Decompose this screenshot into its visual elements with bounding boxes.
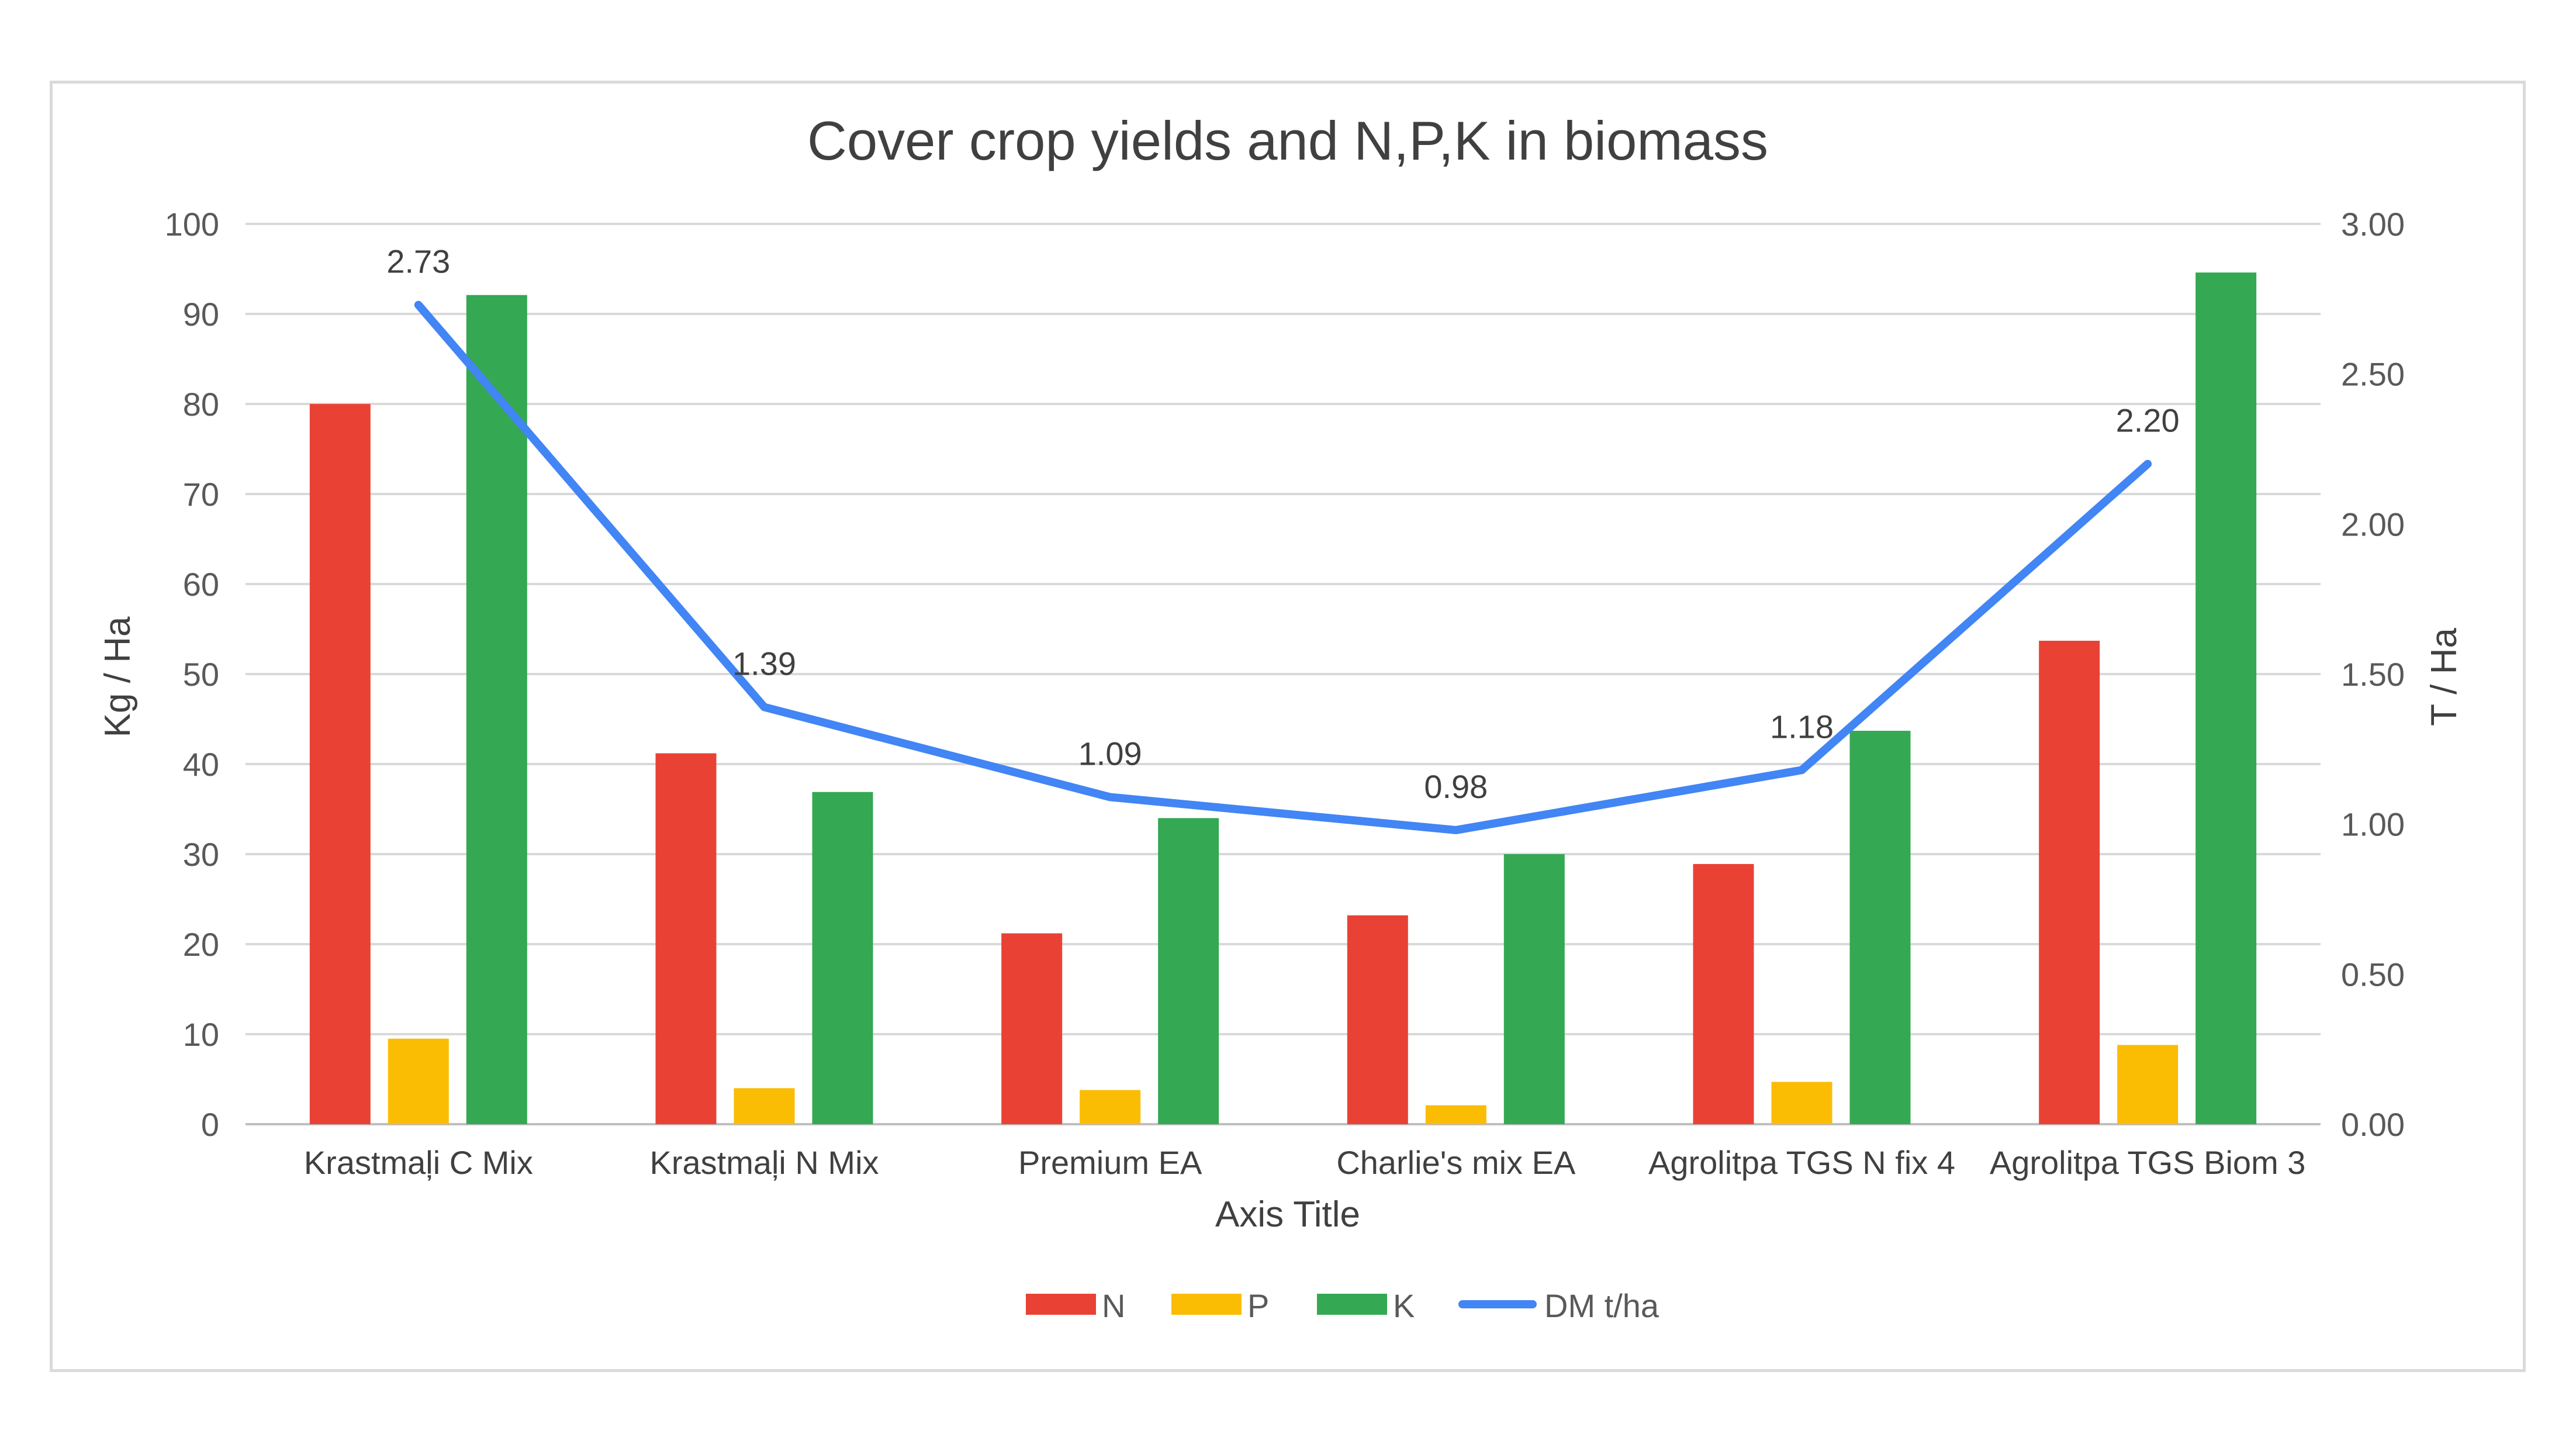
right-axis-ticks: 0.00 0.50 1.00 1.50 2.00 2.50 3.00: [2341, 206, 2405, 1143]
left-axis-ticks: 0 10 20 30 40 50 60 70 80 90 100: [165, 206, 219, 1143]
y-tick-label: 60: [183, 566, 219, 603]
y2-tick-label: 0.50: [2341, 956, 2405, 993]
bar-p: [2117, 1045, 2179, 1124]
line-dm-t-ha: [414, 300, 2152, 834]
category-labels: Krastmaļi C Mix Krastmaļi N Mix Premium EA…: [304, 1144, 2306, 1181]
category-label: Agrolitpa TGS Biom 3: [1990, 1144, 2306, 1181]
bar-k: [466, 295, 527, 1124]
line-point: [2147, 463, 2149, 465]
y2-tick-label: 1.00: [2341, 806, 2405, 843]
gridlines: [246, 223, 2321, 1125]
data-label: 0.98: [1424, 768, 1488, 805]
bar-n: [1347, 915, 1408, 1124]
bar-p: [1080, 1090, 1141, 1124]
x-axis-title: Axis Title: [1215, 1194, 1360, 1235]
y-tick-label: 50: [183, 656, 219, 693]
bar-k: [812, 792, 873, 1124]
bar-n: [1693, 863, 1754, 1124]
legend-swatch-p: [1171, 1294, 1242, 1315]
y-tick-label: 40: [183, 746, 219, 783]
legend-swatch-k: [1317, 1294, 1387, 1315]
line-point: [763, 706, 765, 708]
bar-p: [388, 1038, 449, 1124]
line-point: [1109, 796, 1111, 798]
data-label: 1.18: [1770, 708, 1834, 745]
line-series: 2.73 1.39 1.09 0.98 1.18 2.20: [386, 243, 2180, 834]
category-label: Krastmaļi N Mix: [649, 1144, 879, 1181]
y2-tick-label: 2.50: [2341, 356, 2405, 393]
y-tick-label: 10: [183, 1016, 219, 1053]
y-tick-label: 70: [183, 476, 219, 513]
bar-k: [1503, 854, 1565, 1124]
y2-axis-title: T / Ha: [2424, 628, 2464, 726]
y2-tick-label: 1.50: [2341, 656, 2405, 693]
category-label: Charlie's mix EA: [1336, 1144, 1576, 1181]
y-tick-label: 30: [183, 836, 219, 873]
bar-series: [309, 272, 2257, 1124]
legend-swatch-n: [1026, 1294, 1096, 1315]
chart: Cover crop yields and N,P,K in biomass 0…: [98, 110, 2464, 1324]
y2-tick-label: 0.00: [2341, 1106, 2405, 1143]
y-tick-label: 20: [183, 926, 219, 963]
legend-label: DM t/ha: [1544, 1287, 1659, 1324]
chart-title: Cover crop yields and N,P,K in biomass: [807, 110, 1768, 171]
bar-n: [2039, 641, 2100, 1124]
bar-k: [1849, 731, 1911, 1124]
legend: N P K DM t/ha: [1026, 1287, 1659, 1324]
bar-p: [1425, 1105, 1486, 1124]
y-tick-label: 90: [183, 296, 219, 333]
bar-k: [2195, 272, 2257, 1124]
line-point: [1801, 769, 1803, 771]
data-label: 1.09: [1078, 735, 1142, 772]
bar-n: [1001, 933, 1063, 1124]
category-label: Agrolitpa TGS N fix 4: [1648, 1144, 1955, 1181]
y-axis-title: Kg / Ha: [98, 616, 138, 737]
legend-label: N: [1102, 1287, 1125, 1324]
category-label: Premium EA: [1018, 1144, 1202, 1181]
y2-tick-label: 3.00: [2341, 206, 2405, 243]
data-label: 2.73: [386, 243, 450, 280]
y-tick-label: 0: [201, 1106, 219, 1143]
y-tick-label: 80: [183, 386, 219, 423]
y-tick-label: 100: [165, 206, 219, 243]
data-label: 1.39: [732, 645, 796, 682]
bar-n: [309, 404, 371, 1124]
data-label: 2.20: [2116, 402, 2180, 439]
legend-label: K: [1393, 1287, 1415, 1324]
y2-tick-label: 2.00: [2341, 506, 2405, 543]
legend-label: P: [1247, 1287, 1269, 1324]
line-point: [1455, 829, 1457, 831]
chart-frame: Cover crop yields and N,P,K in biomass 0…: [50, 81, 2526, 1372]
category-label: Krastmaļi C Mix: [304, 1144, 533, 1181]
line-point: [417, 304, 419, 306]
bar-p: [1771, 1082, 1832, 1124]
bar-n: [655, 753, 717, 1124]
bar-p: [734, 1088, 795, 1124]
bar-k: [1158, 818, 1219, 1124]
